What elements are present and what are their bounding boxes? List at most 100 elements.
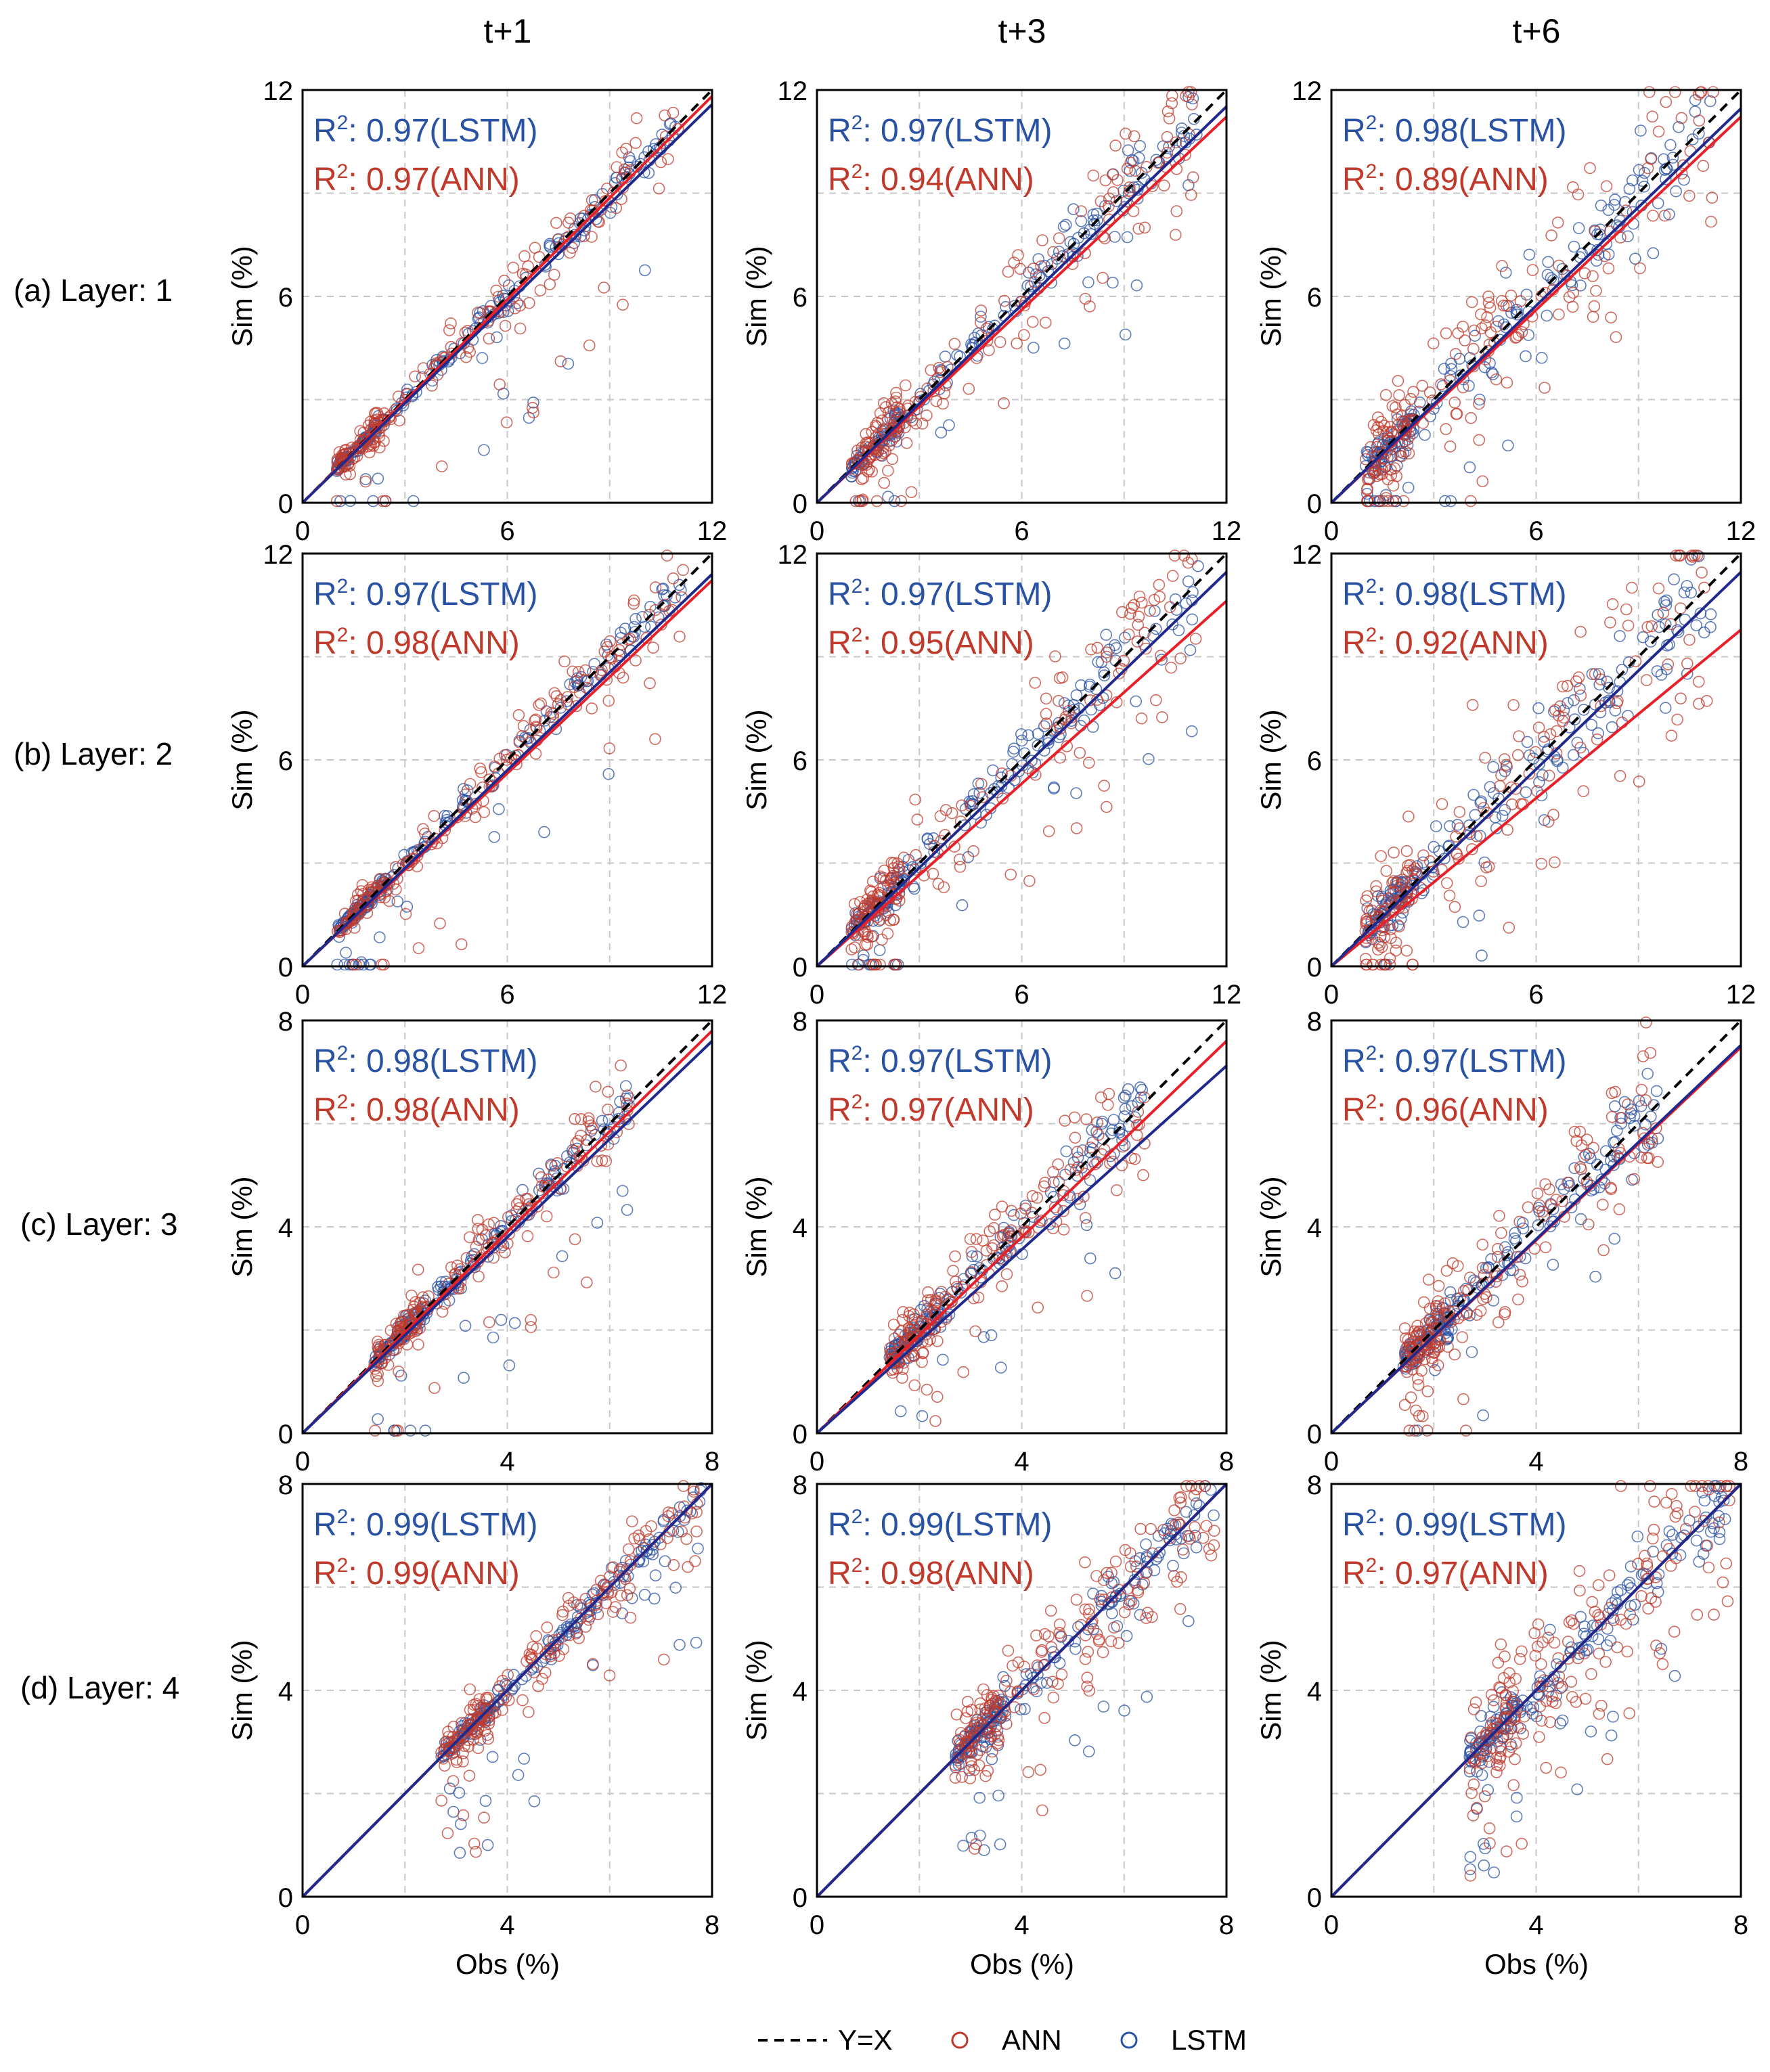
point-ann [1407, 386, 1419, 398]
point-lstm [1464, 1851, 1477, 1863]
point-ann [1660, 1496, 1673, 1509]
point-ann [1507, 699, 1520, 711]
point-ann [881, 927, 894, 940]
x-tick-label: 12 [697, 516, 728, 546]
point-ann [1421, 1424, 1434, 1437]
point-lstm [487, 1331, 500, 1344]
point-lstm [1572, 222, 1585, 234]
point-ann [1717, 1576, 1729, 1589]
point-lstm [1624, 1560, 1637, 1573]
point-ann [1449, 348, 1462, 360]
point-ann [1671, 1500, 1683, 1512]
point-lstm [954, 350, 966, 363]
point-ann [375, 421, 387, 434]
point-ann [1107, 186, 1120, 198]
point-lstm [1405, 405, 1417, 418]
point-ann [1361, 482, 1373, 495]
point-lstm [1025, 280, 1037, 293]
point-lstm [1678, 173, 1690, 186]
point-ann [1597, 1198, 1609, 1211]
point-lstm [1060, 1145, 1073, 1158]
point-ann [539, 1667, 552, 1679]
point-ann [1186, 98, 1198, 111]
x-tick-label: 6 [1528, 980, 1543, 1010]
point-ann [1421, 1385, 1434, 1397]
point-ann [1503, 922, 1515, 934]
point-ann [1109, 1555, 1122, 1568]
point-ann [1416, 380, 1429, 392]
plot-frame [816, 89, 1228, 504]
x-tick-label: 8 [1733, 1910, 1748, 1940]
point-ann [1197, 1531, 1210, 1544]
point-lstm [1520, 350, 1532, 363]
point-ann [911, 813, 923, 826]
point-ann [1448, 901, 1461, 914]
point-ann [516, 1694, 529, 1707]
point-ann [1473, 434, 1485, 447]
point-ann [1565, 1675, 1577, 1688]
point-ann [647, 641, 659, 654]
point-lstm [1477, 1409, 1489, 1422]
point-lstm [1556, 761, 1569, 774]
point-ann [1443, 889, 1456, 902]
point-ann [1189, 633, 1202, 645]
point-lstm [1419, 428, 1431, 441]
point-ann [602, 1085, 615, 1098]
point-ann [1681, 657, 1694, 670]
point-lstm [1487, 761, 1499, 773]
point-ann [1639, 1550, 1651, 1562]
point-ann [983, 344, 995, 357]
point-ann [1145, 1523, 1157, 1535]
point-lstm [1438, 363, 1451, 375]
point-ann [540, 1210, 553, 1223]
point-ann [1120, 127, 1132, 140]
y-tick-label: 8 [793, 1007, 807, 1037]
point-ann [981, 334, 994, 347]
point-lstm [1109, 231, 1121, 243]
y-tick-label: 6 [278, 283, 293, 313]
point-ann [1124, 184, 1136, 197]
point-lstm [372, 1413, 384, 1425]
point-ann [436, 1305, 449, 1318]
point-ann [564, 212, 577, 225]
point-lstm [1673, 121, 1685, 133]
point-ann [1397, 495, 1410, 508]
point-ann [1111, 1184, 1123, 1196]
point-lstm [1500, 321, 1512, 334]
point-lstm [1650, 1085, 1663, 1098]
point-lstm [1499, 267, 1512, 279]
point-lstm [1670, 185, 1682, 198]
point-ann [1614, 770, 1627, 782]
point-ann [1180, 1480, 1193, 1492]
point-ann [1514, 295, 1527, 307]
point-ann [1492, 1657, 1505, 1669]
x-tick-label: 0 [810, 980, 824, 1010]
point-ann [1392, 419, 1404, 432]
point-ann [964, 1233, 977, 1245]
row-label-layer-4: (d) Layer: 4 [20, 1670, 179, 1705]
point-ann [585, 231, 598, 243]
point-ann [1423, 1274, 1435, 1286]
point-lstm [1602, 204, 1614, 217]
row-label-layer-1: (a) Layer: 1 [14, 273, 173, 308]
point-ann [1675, 167, 1688, 180]
point-ann [1386, 426, 1398, 438]
point-ann [1586, 1596, 1599, 1608]
point-lstm [975, 311, 987, 323]
point-lstm [1647, 1546, 1660, 1558]
point-ann [1432, 1280, 1445, 1292]
point-ann [885, 397, 898, 410]
point-ann [996, 1280, 1009, 1292]
point-ann [541, 1621, 554, 1634]
point-ann [554, 355, 567, 367]
y-tick-label: 8 [1307, 1007, 1322, 1037]
point-ann [1509, 1673, 1522, 1685]
point-ann [1047, 246, 1059, 258]
point-ann [1083, 757, 1095, 769]
point-ann [1018, 329, 1030, 342]
point-ann [856, 473, 868, 485]
point-lstm [1132, 183, 1144, 196]
point-ann [1011, 337, 1023, 350]
